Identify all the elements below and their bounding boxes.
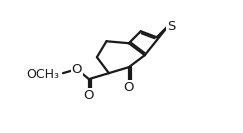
Text: O: O [84, 89, 94, 102]
Text: O: O [72, 63, 82, 76]
Text: S: S [167, 20, 175, 33]
Text: OCH₃: OCH₃ [27, 68, 60, 81]
Text: O: O [123, 81, 134, 94]
